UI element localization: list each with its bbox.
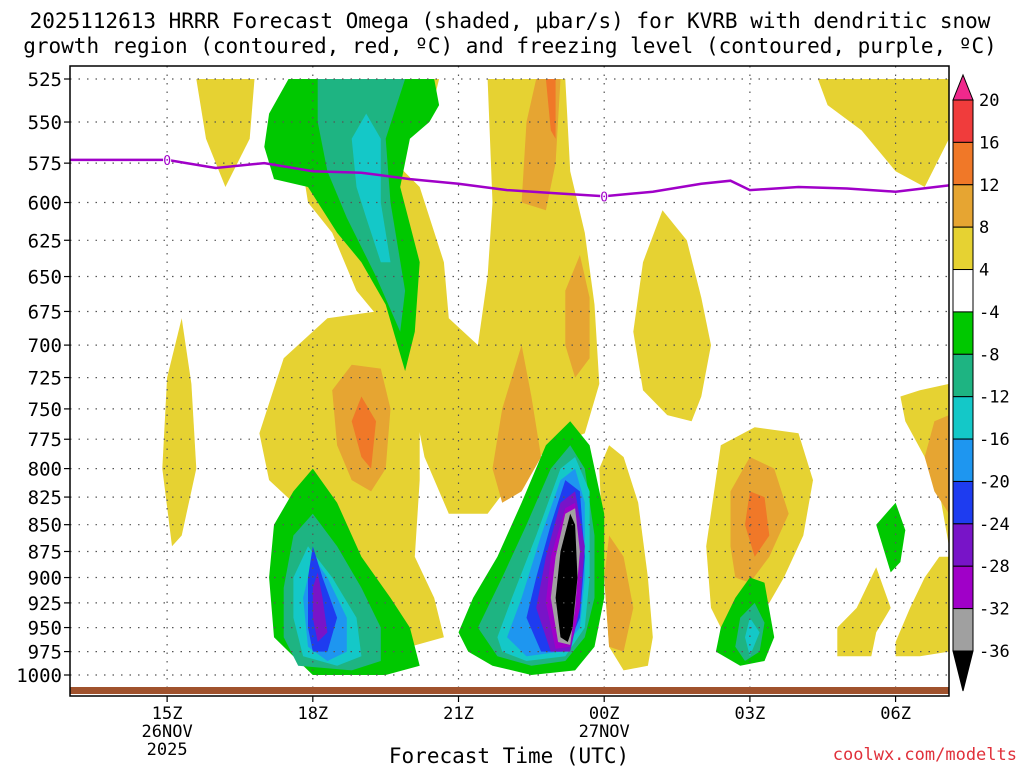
y-tick-label: 600 <box>28 193 62 215</box>
omega-region-1 <box>162 318 197 547</box>
freezing-label-bg-0 <box>163 153 172 166</box>
colorbar-label: -8 <box>979 345 999 365</box>
colorbar-segment <box>952 608 974 652</box>
colorbar-label: -20 <box>979 472 1010 492</box>
colorbar-bottom-triangle <box>952 650 974 692</box>
y-tick-label: 725 <box>28 368 62 390</box>
omega-region-0 <box>196 79 255 187</box>
omega-shading <box>162 79 949 675</box>
colorbar-label: -16 <box>979 430 1010 450</box>
omega-region-20 <box>545 79 556 139</box>
credit-text: coolwx.com/modelts <box>833 745 1017 765</box>
colorbar-segment <box>952 311 974 355</box>
colorbar-label: -28 <box>979 557 1010 577</box>
omega-region-10 <box>817 79 949 187</box>
omega-region-4 <box>633 210 711 422</box>
x-tick-label: 06Z <box>880 704 911 724</box>
y-tick-label: 850 <box>28 515 62 537</box>
omega-region-17 <box>604 535 634 652</box>
omega-region-19 <box>351 396 376 469</box>
omega-region-39 <box>312 572 328 642</box>
y-tick-label: 625 <box>28 230 62 252</box>
freezing-level-label: 0 <box>163 154 171 169</box>
omega-region-26 <box>876 502 906 573</box>
y-tick-label: 650 <box>28 267 62 289</box>
x-tick-date: 26NOV <box>142 722 193 742</box>
colorbar-label: 8 <box>979 218 989 238</box>
x-tick-label: 03Z <box>735 704 766 724</box>
y-tick-label: 800 <box>28 459 62 481</box>
ground-strip <box>70 687 949 694</box>
colorbar-label: 4 <box>979 261 989 281</box>
x-tick-label: 18Z <box>297 704 328 724</box>
chart-title-line1: 2025112613 HRRR Forecast Omega (shaded, … <box>30 9 991 33</box>
colorbar-segment <box>952 396 974 440</box>
colorbar-segment <box>952 184 974 228</box>
colorbar-label: -4 <box>979 303 999 323</box>
y-tick-label: 675 <box>28 301 62 323</box>
y-tick-label: 875 <box>28 541 62 563</box>
y-tick-label: 900 <box>28 568 62 590</box>
omega-region-8 <box>895 556 949 657</box>
omega-region-27 <box>317 79 406 332</box>
colorbar-segment <box>952 353 974 398</box>
y-tick-label: 925 <box>28 593 62 615</box>
colorbar-label: 16 <box>979 133 999 153</box>
y-tick-label: 525 <box>28 69 62 91</box>
x-axis-label: Forecast Time (UTC) <box>389 744 629 768</box>
colorbar-segment <box>952 269 974 313</box>
freezing-level-label: 0 <box>600 190 608 205</box>
omega-region-32 <box>745 617 760 657</box>
colorbar-segment <box>952 226 974 271</box>
colorbar-segment <box>952 141 974 186</box>
colorbar-label: 20 <box>979 91 999 111</box>
omega-region-13 <box>492 345 542 503</box>
colorbar-segment <box>952 523 974 567</box>
colorbar-segment <box>952 480 974 525</box>
colorbar-segment <box>952 565 974 610</box>
omega-region-21 <box>745 491 770 557</box>
x-tick-label: 15Z <box>152 704 183 724</box>
y-axis: 525 550 575 600 625 650 675 700 725 750 775 800 825 8… <box>16 69 70 687</box>
y-tick-label: 975 <box>28 642 62 664</box>
colorbar-segment <box>952 99 974 143</box>
omega-region-15 <box>565 255 590 378</box>
x-tick-date: 27NOV <box>579 722 630 742</box>
y-tick-label: 575 <box>28 153 62 175</box>
y-tick-label: 775 <box>28 429 62 451</box>
y-tick-label: 550 <box>28 112 62 134</box>
y-tick-label: 700 <box>28 335 62 357</box>
grid-lines <box>70 66 949 687</box>
plot-frame <box>69 65 950 697</box>
y-tick-label: 950 <box>28 618 62 640</box>
freezing-level-labels: 00 <box>163 153 609 205</box>
omega-region-18 <box>924 415 949 514</box>
colorbar: 20 16 12 8 4 -4 -8 -12 -16 -20 -24 -28 -32 -36 <box>952 73 1010 692</box>
omega-region-31 <box>351 113 391 263</box>
omega-region-43 <box>555 513 578 642</box>
colorbar-label: -12 <box>979 388 1010 408</box>
colorbar-label: -36 <box>979 642 1010 662</box>
y-tick-label: 750 <box>28 399 62 421</box>
colorbar-label: -24 <box>979 515 1010 535</box>
omega-region-7 <box>837 567 891 657</box>
y-tick-label: 1000 <box>16 665 62 687</box>
colorbar-segment <box>952 438 974 482</box>
colorbar-label: 12 <box>979 176 999 196</box>
colorbar-top-triangle <box>952 73 974 101</box>
x-tick-year: 2025 <box>147 740 188 760</box>
colorbar-label: -32 <box>979 600 1010 620</box>
y-tick-label: 825 <box>28 487 62 509</box>
freezing-label-bg-1 <box>600 190 609 203</box>
chart-title-line2: growth region (contoured, red, ºC) and f… <box>23 34 997 58</box>
x-tick-label: 21Z <box>443 704 474 724</box>
freezing-level-line <box>70 158 950 198</box>
x-tick-label: 00Z <box>589 704 620 724</box>
